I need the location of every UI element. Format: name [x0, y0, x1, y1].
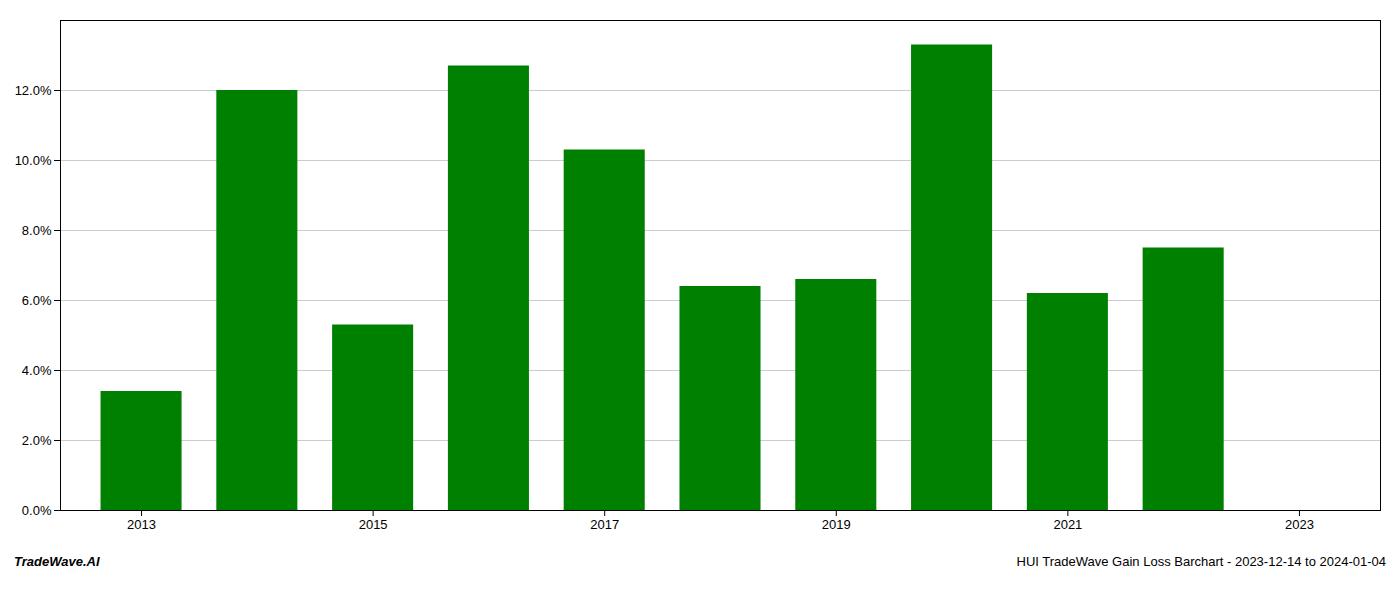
svg-text:2019: 2019	[822, 517, 851, 532]
svg-text:6.0%: 6.0%	[22, 293, 52, 308]
html-text:TradeWave.AI: TradeWave.AI	[14, 554, 100, 569]
svg-text:2017: 2017	[590, 517, 619, 532]
svg-text:8.0%: 8.0%	[22, 223, 52, 238]
html-text:HUI TradeWave Gain Loss Barcha: HUI TradeWave Gain Loss Barchart - 2023-…	[1016, 554, 1386, 569]
svg-text:2021: 2021	[1053, 517, 1082, 532]
svg-text:2.0%: 2.0%	[22, 433, 52, 448]
svg-text:4.0%: 4.0%	[22, 363, 52, 378]
svg-text:0.0%: 0.0%	[22, 503, 52, 518]
svg-text:10.0%: 10.0%	[15, 153, 52, 168]
svg-text:12.0%: 12.0%	[15, 83, 52, 98]
svg-text:2023: 2023	[1285, 517, 1314, 532]
svg-text:2013: 2013	[127, 517, 156, 532]
svg-text:2015: 2015	[359, 517, 388, 532]
